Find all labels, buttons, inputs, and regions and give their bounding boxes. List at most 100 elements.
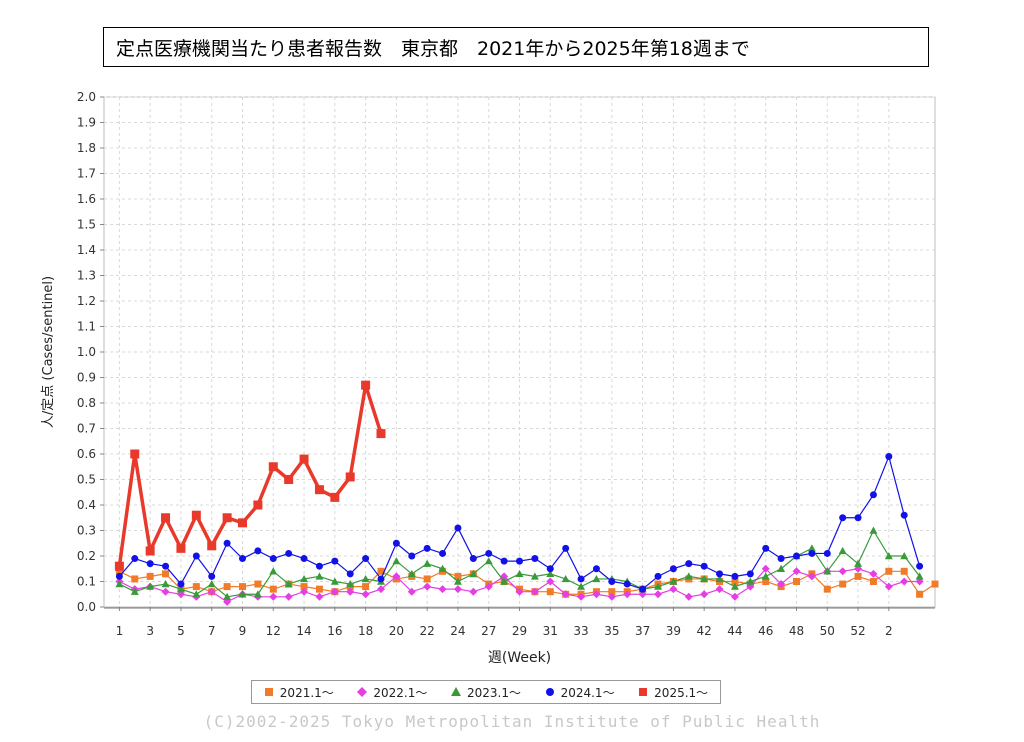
legend-swatch	[264, 688, 273, 696]
series-20241-point	[669, 565, 677, 573]
series-20241-point	[454, 524, 462, 532]
series-20221-point	[654, 590, 662, 599]
series-20251-point	[361, 380, 371, 390]
series-20251-point	[207, 541, 217, 551]
series-20231-point	[592, 574, 601, 583]
series-20251-point	[376, 429, 386, 439]
x-tick-label: 39	[666, 624, 681, 638]
series-20231-point	[238, 590, 247, 598]
series-20241-point	[315, 562, 323, 570]
series-20241-point	[346, 570, 354, 578]
series-20211-point	[377, 567, 385, 575]
series-20241-point	[793, 552, 800, 560]
series-20241-point	[577, 575, 585, 583]
series-20231-point	[253, 590, 262, 598]
series-20221-point	[269, 592, 278, 601]
x-tick-label: 18	[358, 624, 373, 638]
series-20221-point	[777, 580, 786, 589]
series-20221-point	[346, 587, 355, 596]
series-20231-point	[346, 580, 355, 588]
series-20251-point	[238, 518, 247, 528]
series-20231-point	[900, 552, 909, 560]
x-tick-label: 3	[146, 624, 154, 638]
series-20231-point	[130, 587, 139, 595]
y-tick-label: 1.7	[77, 167, 96, 181]
series-20241-point	[439, 549, 447, 557]
series-20251-point	[284, 475, 294, 484]
legend-swatch	[545, 688, 554, 696]
x-tick-label: 24	[450, 624, 465, 638]
x-tick-label: 31	[543, 624, 558, 638]
series-20231-point	[207, 580, 216, 588]
series-20251-point	[330, 492, 340, 502]
series-20211-point	[823, 585, 831, 593]
series-20221-point	[484, 582, 493, 591]
series-20211-point	[192, 583, 200, 591]
series-20221-point	[715, 585, 724, 594]
series-20241-point	[731, 572, 739, 580]
chart-title-text: 定点医療機関当たり患者報告数 東京都 2021年から2025年第18週まで	[116, 37, 750, 60]
series-20241-point	[362, 555, 370, 563]
series-20211-point	[115, 567, 123, 575]
y-tick-label: 0.2	[77, 549, 96, 563]
x-tick-label: 9	[239, 624, 247, 638]
x-tick-label: 29	[512, 624, 527, 638]
series-20211-point	[854, 572, 862, 580]
series-20221-point	[884, 582, 893, 591]
series-20231-point	[884, 552, 893, 560]
series-20221-point	[377, 585, 385, 594]
series-20251-point	[130, 449, 140, 459]
y-tick-label: 0.3	[77, 524, 96, 538]
copyright-text: (C)2002-2025 Tokyo Metropolitan Institut…	[203, 712, 821, 731]
series-20231-point	[807, 544, 816, 552]
series-20231-point	[284, 580, 293, 588]
series-20231-point	[192, 590, 201, 598]
series-20241-point	[192, 552, 200, 560]
series-20241-point	[654, 572, 662, 580]
series-20241-point	[500, 557, 508, 565]
series-20231-point	[530, 572, 539, 580]
series-20231-point	[715, 574, 724, 583]
series-20221-point	[700, 590, 709, 599]
series-20231-point	[407, 569, 416, 578]
series-20231-point	[777, 564, 786, 572]
series-20221-point	[207, 587, 216, 596]
y-tick-label: 1.9	[77, 116, 96, 130]
legend-label: 2025.1～	[654, 685, 709, 700]
series-20241-point	[531, 555, 539, 563]
series-20211-point	[423, 575, 431, 583]
series-20231-point	[484, 557, 493, 565]
y-tick-label: 0.9	[77, 371, 96, 385]
series-20231-point	[669, 577, 678, 585]
series-20211-point	[239, 583, 246, 591]
series-20241-point	[716, 570, 724, 578]
x-tick-label: 50	[820, 624, 835, 638]
series-20251-point	[253, 500, 263, 510]
series-20251-point	[222, 513, 232, 523]
series-20241-point	[777, 555, 785, 563]
series-20231-point	[361, 574, 370, 583]
series-20241-point	[285, 549, 293, 557]
series-20231-point	[684, 572, 693, 580]
legend-swatch	[450, 687, 461, 696]
x-tick-label: 5	[177, 624, 185, 638]
series-20241-point	[762, 544, 770, 552]
series-20221-point	[792, 567, 801, 576]
legend-label: 2024.1～	[560, 685, 615, 700]
series-20251-point	[314, 485, 324, 495]
series-20241-point	[177, 580, 185, 588]
series-20231-point	[854, 559, 863, 567]
y-tick-label: 1.8	[77, 141, 96, 155]
series-20231-point	[746, 577, 755, 585]
chart-legend: 2021.1～ 2022.1～ 2023.1～ 2024.1～ 2025.1～	[251, 680, 721, 704]
x-tick-label: 20	[389, 624, 404, 638]
series-20221-point	[469, 587, 478, 596]
series-20221-point	[515, 587, 524, 596]
series-20241-point	[854, 514, 862, 522]
y-axis-label: 人/定点 (Cases/sentinel)	[41, 276, 56, 428]
series-20221-point	[807, 572, 816, 581]
series-20221-point	[438, 585, 447, 594]
series-20231-point	[392, 557, 401, 565]
series-20211-point	[269, 585, 277, 593]
series-20251-point	[161, 513, 171, 523]
